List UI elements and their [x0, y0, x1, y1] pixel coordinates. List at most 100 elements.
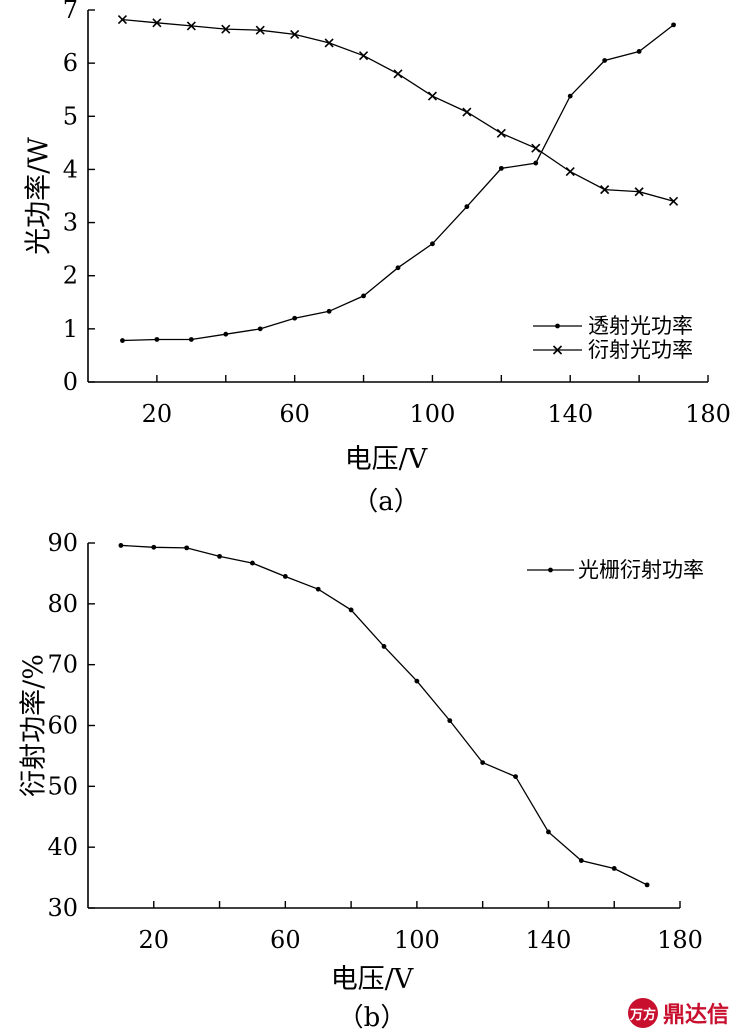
- x-axis-label: 电压/V: [345, 444, 428, 475]
- chart-a: 0 1 2 3 4 5 6 7 20 60 100 140 180 电压/V 光功率/W （a） 透射光功率衍射…: [24, 0, 731, 517]
- data-point-cross: [358, 51, 369, 61]
- data-point: [217, 553, 222, 559]
- y-tick-label: 3: [63, 209, 78, 237]
- y-tick-label: 60: [47, 712, 78, 740]
- y-axis-label: 光功率/W: [24, 137, 55, 255]
- data-point-cross: [462, 107, 472, 117]
- cross-stroke: [152, 18, 162, 28]
- data-point-cross: [634, 187, 644, 197]
- data-point: [567, 93, 573, 99]
- data-point-cross: [186, 21, 196, 31]
- data-point: [602, 58, 608, 63]
- x-tick-label: 60: [270, 926, 301, 954]
- y-tick-label: 4: [63, 155, 78, 183]
- data-point: [381, 644, 387, 649]
- publisher-watermark: 万方 鼎达信: [627, 997, 729, 1029]
- y-axis-label: 衍射功率/%: [19, 654, 50, 797]
- data-point-cross: [565, 166, 575, 177]
- data-point-cross: [117, 15, 128, 25]
- legend-marker: [552, 345, 563, 355]
- data-point: [480, 760, 486, 766]
- cross-stroke: [255, 25, 265, 35]
- y-tick-label: 50: [47, 772, 78, 800]
- x-tick-label: 60: [279, 400, 310, 428]
- legend-label: 光栅衍射功率: [578, 558, 704, 582]
- x-tick-label: 20: [142, 400, 173, 428]
- data-point: [395, 265, 401, 271]
- x-tick-label: 100: [410, 400, 456, 428]
- cross-stroke: [531, 143, 541, 153]
- legend-marker: [555, 323, 560, 329]
- data-point: [498, 165, 504, 171]
- cross-stroke: [668, 196, 679, 206]
- data-point: [151, 544, 157, 550]
- y-tick-label: 80: [47, 590, 78, 618]
- data-point: [611, 866, 617, 871]
- cross-stroke: [117, 15, 128, 25]
- data-point: [282, 574, 288, 579]
- cross-stroke: [358, 51, 369, 61]
- data-point: [348, 607, 354, 613]
- data-point-cross: [152, 18, 162, 28]
- data-point: [223, 331, 229, 337]
- data-point: [361, 293, 366, 299]
- data-point: [184, 545, 190, 551]
- x-tick-label: 180: [657, 926, 703, 954]
- x-tick-label: 140: [526, 926, 572, 954]
- data-point-cross: [600, 185, 610, 195]
- y-tick-label: 70: [47, 651, 78, 679]
- legend-marker: [548, 567, 553, 573]
- cross-stroke: [324, 38, 334, 48]
- cross-stroke: [290, 29, 300, 40]
- data-point: [430, 241, 435, 247]
- watermark-text: 鼎达信: [662, 1003, 729, 1028]
- data-point-cross: [496, 128, 506, 138]
- watermark-logo-icon: 万方: [627, 998, 658, 1028]
- y-tick-label: 40: [47, 833, 78, 861]
- data-point-cross: [221, 24, 231, 34]
- cross-stroke: [496, 128, 506, 138]
- data-point: [326, 308, 332, 314]
- y-tick-label: 7: [63, 0, 78, 24]
- data-point: [671, 22, 676, 28]
- series-line: [120, 544, 648, 886]
- legend-label: 透射光功率: [588, 314, 693, 338]
- data-point: [578, 858, 584, 863]
- data-point: [513, 774, 518, 779]
- data-point: [257, 326, 263, 332]
- y-tick-label: 5: [63, 102, 78, 130]
- data-point: [546, 829, 551, 835]
- data-point: [464, 204, 470, 210]
- y-tick-label: 2: [63, 262, 78, 290]
- data-point-cross: [427, 91, 438, 101]
- x-axis-label: 电压/V: [331, 964, 414, 995]
- series-line: [122, 18, 674, 202]
- cross-stroke: [393, 69, 403, 79]
- data-point: [315, 586, 321, 592]
- cross-stroke: [221, 24, 231, 34]
- data-point: [188, 337, 194, 342]
- data-point-cross: [393, 69, 403, 79]
- x-tick-label: 180: [685, 400, 731, 428]
- data-point: [447, 718, 453, 724]
- y-tick-label: 1: [63, 315, 78, 343]
- y-tick-label: 6: [63, 49, 78, 77]
- data-point: [533, 160, 539, 166]
- data-point-cross: [255, 25, 265, 35]
- data-point-cross: [531, 143, 541, 153]
- y-tick-label: 30: [47, 894, 78, 922]
- cross-stroke: [600, 185, 610, 195]
- data-point-cross: [324, 38, 334, 48]
- data-point-cross: [668, 196, 679, 206]
- data-point: [414, 678, 420, 684]
- data-point: [154, 337, 160, 342]
- data-point: [120, 338, 125, 343]
- data-point: [292, 315, 298, 321]
- x-tick-label: 20: [139, 926, 170, 954]
- chart-b: 30 40 50 60 70 80 90 20 60 100 140 180 电压/V 衍射功率/% （b）…: [19, 529, 705, 1033]
- cross-stroke: [634, 187, 644, 197]
- chart-caption: （a）: [352, 487, 420, 517]
- chart-caption: （b）: [338, 1003, 407, 1033]
- data-point-cross: [290, 29, 300, 40]
